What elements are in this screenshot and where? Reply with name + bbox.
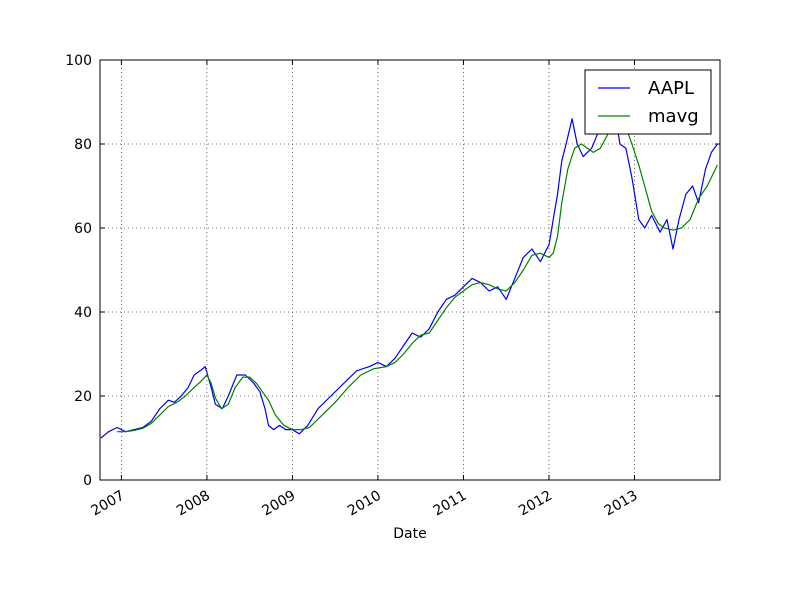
axes-frame bbox=[99, 59, 721, 481]
x-tick-label: 2013 bbox=[602, 488, 641, 520]
x-axis-label: Date bbox=[393, 526, 426, 542]
y-tick-label: 80 bbox=[74, 137, 92, 153]
legend-label-mavg: mavg bbox=[648, 106, 699, 127]
series-line-aapl bbox=[100, 109, 718, 439]
x-tick-label: 2010 bbox=[345, 488, 384, 520]
gridlines bbox=[100, 60, 720, 480]
y-tick-label: 60 bbox=[74, 221, 92, 237]
y-tick-label: 20 bbox=[74, 389, 92, 405]
x-tick-label: 2009 bbox=[260, 488, 299, 520]
x-tick-label: 2008 bbox=[174, 488, 213, 520]
x-tick-label: 2011 bbox=[431, 488, 470, 520]
legend: AAPL mavg bbox=[584, 69, 712, 135]
x-tick-label: 2007 bbox=[89, 488, 128, 520]
y-tick-label: 0 bbox=[83, 473, 92, 489]
x-tick-label: 2012 bbox=[516, 488, 555, 520]
y-tick-label: 40 bbox=[74, 305, 92, 321]
legend-label-aapl: AAPL bbox=[648, 78, 694, 99]
series-layer bbox=[100, 109, 718, 439]
legend-box bbox=[584, 69, 712, 135]
y-tick-label: 100 bbox=[65, 53, 92, 69]
